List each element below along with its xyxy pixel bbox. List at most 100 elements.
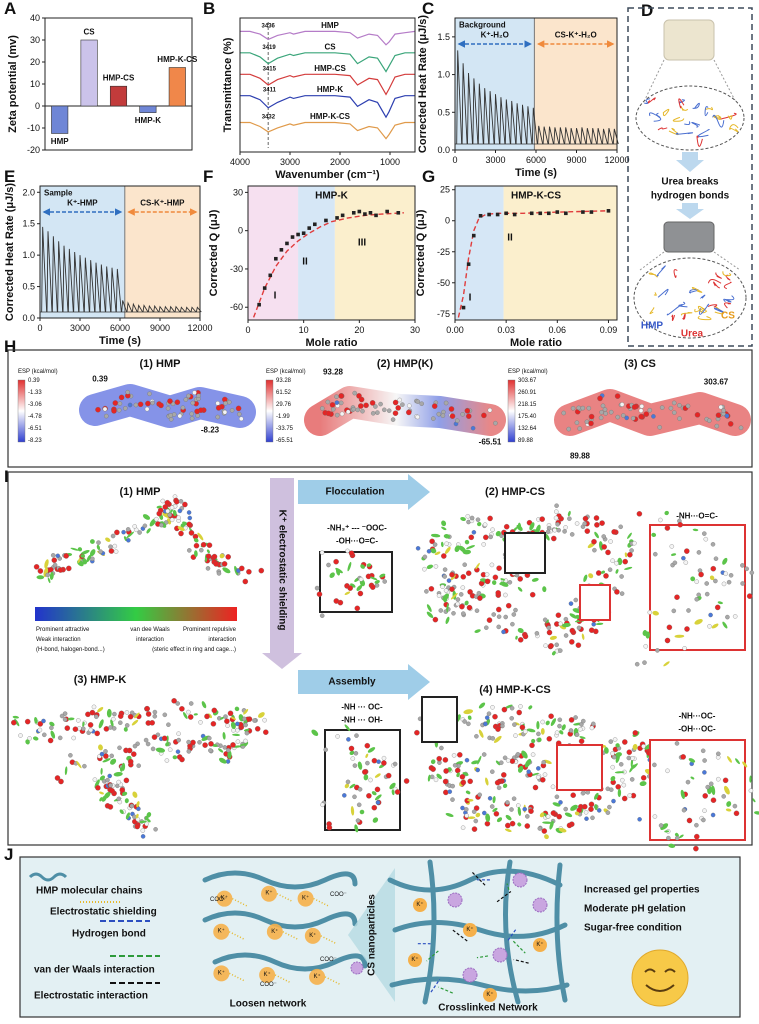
atom — [574, 732, 580, 737]
atom — [400, 402, 405, 407]
atom — [450, 797, 455, 802]
atom — [474, 734, 479, 739]
atom — [229, 408, 235, 413]
atom — [475, 767, 480, 773]
atom — [599, 410, 604, 415]
atom — [496, 606, 502, 613]
atom — [223, 714, 228, 719]
atom — [490, 527, 495, 532]
atom — [554, 730, 560, 735]
network-zoom — [633, 257, 747, 339]
atom — [468, 534, 475, 541]
nci-surface — [121, 762, 126, 771]
bond-link — [512, 940, 526, 954]
atom — [529, 742, 535, 749]
atom — [132, 524, 137, 529]
injection-peak — [105, 266, 112, 313]
atom — [363, 402, 369, 409]
k-ion-label: K⁺ — [218, 928, 225, 935]
atom — [451, 611, 456, 616]
nci-surface — [25, 739, 30, 745]
data-point — [589, 210, 594, 214]
atom — [407, 403, 412, 408]
x-tick-label: 3000 — [70, 323, 90, 333]
atom — [491, 612, 496, 617]
zoom-cone — [639, 251, 741, 271]
nci-surface — [485, 777, 489, 786]
nci-surface — [651, 532, 657, 538]
polymer-strand — [691, 287, 703, 293]
k-ion — [309, 968, 326, 985]
nci-surface — [227, 750, 232, 759]
atom — [455, 597, 461, 602]
nci-surface — [492, 807, 498, 812]
y-tick-label: -10 — [27, 123, 40, 133]
atom — [439, 745, 444, 751]
spectrum-line — [240, 73, 415, 96]
atom — [685, 779, 691, 785]
hmp-chain — [554, 862, 568, 1003]
atom — [576, 405, 581, 411]
injection-peak — [121, 300, 128, 313]
atom — [693, 845, 699, 852]
y-tick-label: 1.5 — [437, 32, 450, 42]
atom — [664, 637, 671, 644]
bar-label: HMP-K — [135, 116, 161, 125]
atom — [386, 408, 392, 413]
atom — [582, 803, 588, 810]
y-tick-label: 25 — [440, 185, 450, 195]
atom — [334, 412, 340, 418]
injection-peak — [553, 127, 560, 145]
atom — [158, 402, 164, 409]
nci-surface — [89, 549, 96, 557]
bar — [80, 39, 98, 107]
nci-surface — [354, 824, 359, 833]
atom — [63, 553, 69, 559]
atom — [171, 698, 177, 704]
atom — [554, 509, 559, 514]
atom — [263, 729, 269, 735]
atom — [624, 415, 629, 421]
nci-surface — [569, 613, 578, 619]
interaction-label: -NH ··· OH- — [341, 716, 383, 725]
atom — [134, 823, 141, 830]
atom — [622, 558, 628, 565]
injection-peak — [137, 304, 144, 313]
atom — [584, 528, 591, 534]
atom — [489, 804, 495, 809]
atom — [176, 731, 181, 736]
series-label: HMP — [321, 21, 339, 30]
atom — [92, 777, 98, 782]
data-point — [546, 211, 551, 216]
polymer-strand — [723, 281, 732, 290]
nci-surface — [531, 738, 536, 744]
nci-surface — [752, 798, 756, 803]
injection-peak — [548, 126, 554, 145]
phase-label: K⁺-H₂O — [481, 31, 509, 40]
atom — [167, 512, 172, 518]
atom — [442, 757, 449, 763]
outcome-text: Sugar-free condition — [584, 923, 682, 934]
y-tick-label: -30 — [230, 264, 243, 274]
nci-surface — [374, 580, 380, 584]
nci-surface — [674, 832, 679, 837]
nci-surface — [671, 553, 677, 556]
atom — [177, 508, 183, 514]
atom — [436, 755, 442, 762]
atom — [558, 621, 563, 627]
nci-surface — [680, 789, 685, 799]
nci-surface — [441, 526, 447, 531]
atom — [186, 709, 191, 715]
atom — [487, 796, 493, 801]
atom — [239, 416, 244, 422]
atom — [659, 405, 665, 410]
atom — [403, 778, 410, 784]
atom — [542, 617, 548, 623]
nci-surface — [594, 804, 598, 811]
y-axis-label: Corrected Q (μJ) — [415, 209, 427, 296]
atom — [495, 590, 501, 596]
atom — [545, 814, 551, 819]
x-tick-label: 6000 — [526, 155, 546, 165]
outcome-text: Increased gel properties — [584, 885, 700, 896]
